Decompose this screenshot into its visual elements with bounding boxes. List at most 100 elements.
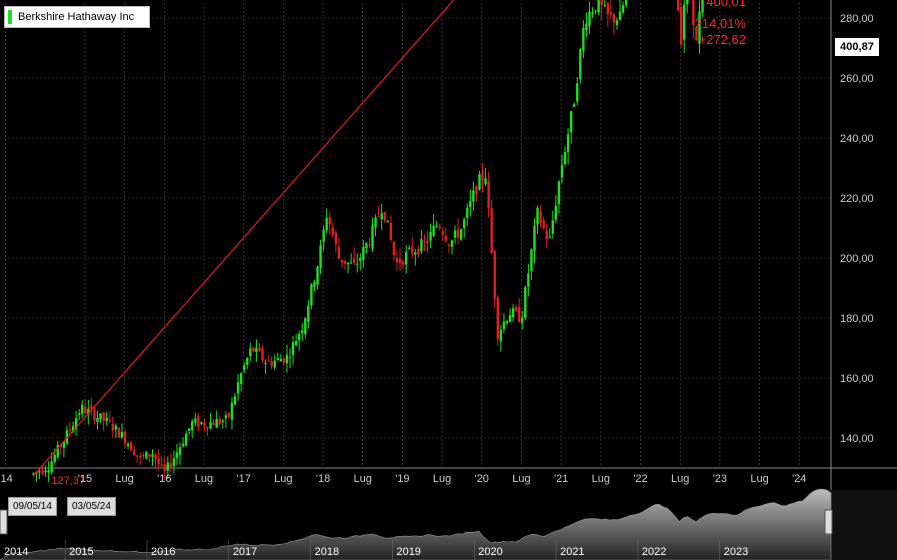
candle-body bbox=[352, 258, 356, 263]
candle-body bbox=[444, 236, 448, 241]
candle-body bbox=[401, 261, 405, 265]
x-tick-label: Lug bbox=[115, 473, 133, 485]
candle-body bbox=[456, 229, 460, 238]
navigator-year-label: 2015 bbox=[69, 546, 93, 558]
candle-body bbox=[68, 429, 72, 431]
x-tick-label: '23 bbox=[713, 473, 727, 485]
candle-body bbox=[450, 240, 454, 247]
candle-body bbox=[123, 431, 127, 444]
navigator-year-label: 2019 bbox=[396, 546, 420, 558]
candle-body bbox=[365, 243, 368, 249]
candle-body bbox=[389, 222, 393, 241]
candle-body bbox=[371, 225, 374, 249]
candle-body bbox=[187, 428, 191, 431]
navigator-year-label: 2021 bbox=[560, 546, 584, 558]
trendline-layer[interactable]: 127,37 bbox=[32, 0, 755, 487]
candle-body bbox=[453, 230, 457, 238]
x-tick-label: Lug bbox=[512, 473, 530, 485]
candle-body bbox=[597, 0, 600, 13]
candle-body bbox=[514, 307, 518, 311]
candle-body bbox=[600, 0, 603, 6]
candle-body bbox=[328, 217, 331, 225]
navigator-right-handle[interactable] bbox=[824, 509, 833, 535]
y-tick-label: 220,00 bbox=[840, 193, 874, 205]
candle-body bbox=[508, 315, 512, 323]
candle-body bbox=[362, 246, 365, 261]
navigator-year-label: 2017 bbox=[233, 546, 257, 558]
candle-body bbox=[194, 418, 197, 423]
candle-body bbox=[539, 211, 542, 224]
navigator-left-handle[interactable] bbox=[0, 509, 8, 535]
navigator-year-label: 2022 bbox=[642, 546, 666, 558]
candle-body bbox=[579, 49, 582, 80]
candle-body bbox=[242, 365, 246, 371]
candle-body bbox=[178, 447, 182, 456]
candle-body bbox=[585, 23, 588, 31]
trendline bbox=[32, 0, 455, 477]
candle-body bbox=[377, 216, 380, 218]
navigator-panel[interactable]: 2014 2015 2016 2017 2018 2019 2020 2021 2022 2023 bbox=[0, 488, 897, 560]
candle-body bbox=[136, 455, 139, 457]
candle-body bbox=[316, 266, 319, 285]
candle-body bbox=[588, 11, 591, 26]
candle-body bbox=[38, 471, 41, 473]
candle-body bbox=[606, 3, 610, 15]
candle-body bbox=[74, 418, 78, 430]
candle-body bbox=[349, 262, 353, 264]
candle-body bbox=[163, 464, 166, 472]
candle-body bbox=[551, 220, 555, 234]
trendline-absolute-change: +272,62 bbox=[698, 32, 746, 47]
candle-body bbox=[695, 27, 698, 41]
candle-body bbox=[105, 417, 108, 422]
candle-body bbox=[420, 239, 423, 252]
navigator-end-date[interactable]: 03/05/24 bbox=[67, 497, 116, 516]
candle-body bbox=[429, 231, 432, 241]
candle-body bbox=[533, 226, 536, 252]
candle-body bbox=[65, 430, 69, 444]
candle-body bbox=[380, 213, 383, 220]
candle-body bbox=[374, 217, 377, 228]
candle-body bbox=[310, 284, 313, 306]
y-tick-label: 140,00 bbox=[840, 433, 874, 445]
x-tick-label: Lug bbox=[354, 473, 372, 485]
candle-body bbox=[255, 347, 258, 352]
candle-body bbox=[148, 453, 151, 457]
candle-body bbox=[215, 419, 218, 428]
candle-body bbox=[221, 420, 224, 423]
candle-body bbox=[472, 190, 475, 202]
candle-body bbox=[270, 361, 273, 366]
candle-body bbox=[542, 220, 545, 228]
candle-body bbox=[331, 227, 334, 235]
x-tick-label: '16 bbox=[157, 473, 171, 485]
candle-body bbox=[383, 211, 386, 221]
y-tick-label: 260,00 bbox=[840, 73, 874, 85]
candle-body bbox=[447, 244, 451, 246]
candle-body bbox=[505, 321, 509, 324]
candle-body bbox=[615, 20, 619, 26]
candle-body bbox=[478, 174, 481, 190]
candle-body bbox=[252, 347, 255, 352]
candle-body bbox=[426, 240, 429, 244]
candle-body bbox=[686, 0, 689, 5]
candle-body bbox=[175, 452, 179, 459]
candle-body bbox=[411, 246, 414, 254]
candle-body bbox=[499, 329, 503, 342]
y-tick-label: 240,00 bbox=[840, 133, 874, 145]
series-legend[interactable]: Berkshire Hathaway Inc bbox=[4, 6, 150, 28]
candle-body bbox=[536, 207, 539, 225]
candle-body bbox=[169, 462, 173, 468]
candle-body bbox=[560, 165, 564, 178]
candle-body bbox=[334, 232, 338, 244]
candle-body bbox=[569, 111, 573, 133]
x-tick-label: '24 bbox=[792, 473, 806, 485]
candle-body bbox=[356, 263, 359, 265]
candle-body bbox=[484, 178, 487, 185]
x-tick-label: Lug bbox=[671, 473, 689, 485]
candle-body bbox=[414, 252, 417, 255]
candle-body bbox=[297, 333, 301, 341]
candle-body bbox=[530, 249, 533, 272]
candle-body bbox=[679, 7, 683, 45]
candle-body bbox=[603, 5, 606, 7]
navigator-start-date[interactable]: 09/05/14 bbox=[8, 497, 57, 516]
